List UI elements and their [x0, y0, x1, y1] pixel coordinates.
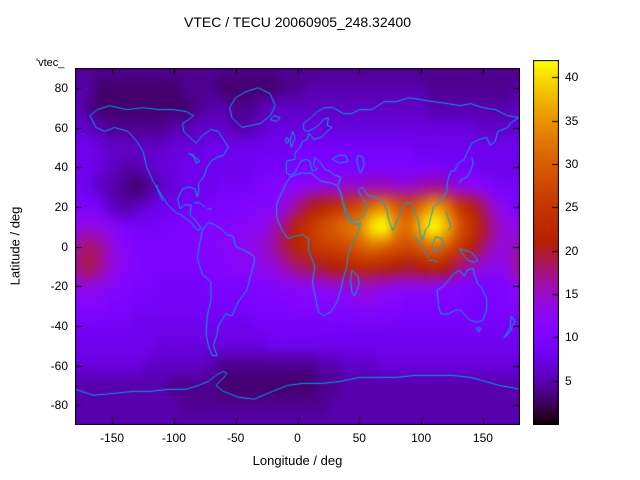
colorbar-tick-label: 25 — [565, 200, 579, 215]
y-tick-label: 20 — [54, 199, 68, 214]
y-tick-label: 60 — [54, 120, 68, 135]
colorbar-tick-label: 10 — [565, 330, 579, 345]
y-axis-label: Latitude / deg — [7, 206, 23, 286]
x-tick-label: -150 — [100, 431, 125, 445]
colorbar — [533, 60, 559, 425]
y-tick-label: 80 — [54, 80, 68, 95]
colorbar-tick-label: 30 — [565, 157, 579, 171]
chart-title: VTEC / TECU 20060905_248.32400 — [183, 14, 411, 30]
y-tick-label: -80 — [50, 398, 68, 413]
y-tick-label: -20 — [50, 279, 68, 294]
x-axis-label: Longitude / deg — [252, 453, 343, 468]
x-tick-label: 0 — [294, 431, 301, 445]
colorbar-tick-label: 35 — [565, 113, 579, 128]
y-tick-label: 0 — [61, 239, 68, 254]
x-tick-label: -100 — [161, 431, 186, 445]
y-tick-label: -60 — [50, 358, 68, 373]
x-tick-label: -50 — [227, 431, 245, 445]
x-tick-label: 50 — [352, 431, 366, 445]
legend-key: 'vtec_ — [36, 57, 65, 69]
x-tick-label: 100 — [411, 431, 432, 445]
heatmap-canvas — [75, 68, 520, 425]
colorbar-tick-label: 40 — [565, 70, 579, 85]
y-tick-label: -40 — [50, 318, 68, 333]
colorbar-tick-label: 15 — [565, 287, 579, 301]
y-tick-label: 40 — [54, 160, 68, 175]
colorbar-tick-label: 20 — [565, 243, 579, 258]
colorbar-tick-label: 5 — [565, 373, 572, 388]
x-tick-label: 150 — [472, 431, 493, 445]
